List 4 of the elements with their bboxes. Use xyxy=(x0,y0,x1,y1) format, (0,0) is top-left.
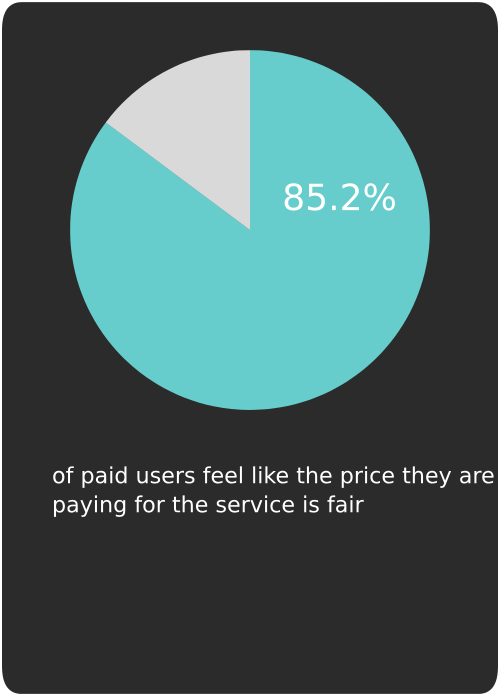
pie-slice xyxy=(106,50,250,230)
data-label: 85.2% xyxy=(284,183,395,211)
pie-slice xyxy=(70,50,430,410)
text: of paid users feel like the price they are paying for the service is fair xyxy=(53,466,494,517)
